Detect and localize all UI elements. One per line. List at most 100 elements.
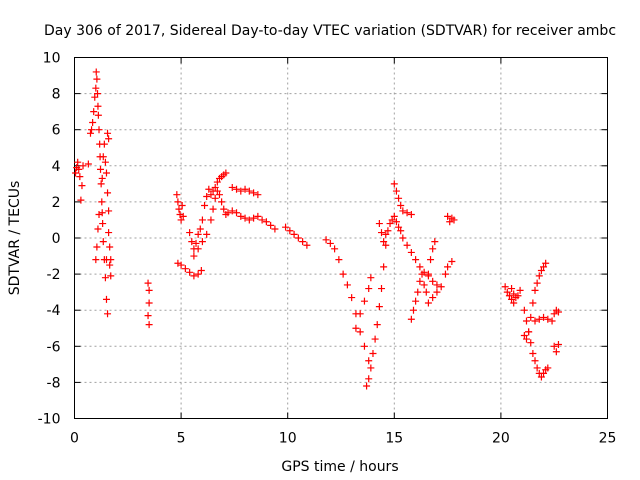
data-point xyxy=(94,111,102,119)
data-point xyxy=(433,288,441,296)
data-point xyxy=(412,297,420,305)
y-axis-title: SDTVAR / TECUs xyxy=(7,181,23,296)
data-point xyxy=(194,245,202,253)
data-point xyxy=(102,256,110,264)
data-point xyxy=(282,223,290,231)
data-point xyxy=(241,185,249,193)
data-point xyxy=(207,191,215,199)
data-point xyxy=(105,229,113,237)
data-point xyxy=(380,238,388,246)
data-point xyxy=(522,317,530,325)
data-point xyxy=(88,126,96,134)
data-point xyxy=(390,180,398,188)
data-point xyxy=(222,169,230,177)
data-point xyxy=(424,299,432,307)
data-point xyxy=(520,306,528,314)
data-point xyxy=(550,310,558,318)
data-point xyxy=(74,158,82,166)
data-point xyxy=(107,272,115,280)
data-point xyxy=(102,169,110,177)
x-tick-label: 0 xyxy=(70,431,79,447)
data-point xyxy=(409,306,417,314)
data-point xyxy=(535,272,543,280)
data-point xyxy=(215,191,223,199)
y-tick-label: -6 xyxy=(47,339,61,355)
data-point xyxy=(429,277,437,285)
data-point xyxy=(254,191,262,199)
data-point xyxy=(548,317,556,325)
data-point xyxy=(554,340,562,348)
data-point xyxy=(75,165,83,173)
data-point xyxy=(433,281,441,289)
data-point xyxy=(237,187,245,195)
data-point xyxy=(97,180,105,188)
data-point xyxy=(365,285,373,293)
data-point xyxy=(540,313,548,321)
data-point xyxy=(92,84,100,92)
data-point xyxy=(403,209,411,217)
data-point xyxy=(198,216,206,224)
data-point xyxy=(533,279,541,287)
data-point xyxy=(544,364,552,372)
data-point xyxy=(186,229,194,237)
data-point xyxy=(535,315,543,323)
data-point xyxy=(542,259,550,267)
data-point xyxy=(77,196,85,204)
data-point xyxy=(422,288,430,296)
y-tick-label: 0 xyxy=(52,231,61,247)
x-tick-label: 20 xyxy=(492,431,510,447)
data-point xyxy=(537,266,545,274)
data-point xyxy=(99,153,107,161)
y-tick-label: 8 xyxy=(52,87,61,103)
data-point xyxy=(508,295,516,303)
data-point xyxy=(378,285,386,293)
data-point xyxy=(371,335,379,343)
data-point xyxy=(213,187,221,195)
data-point xyxy=(343,281,351,289)
data-point xyxy=(105,135,113,143)
data-point xyxy=(299,238,307,246)
data-point xyxy=(92,256,100,264)
data-point xyxy=(250,214,258,222)
data-point xyxy=(527,313,535,321)
data-point xyxy=(392,187,400,195)
data-point xyxy=(99,238,107,246)
data-point xyxy=(429,245,437,253)
data-point xyxy=(335,256,343,264)
data-point xyxy=(93,243,101,251)
data-point xyxy=(271,225,279,233)
data-point xyxy=(224,209,232,217)
data-point xyxy=(429,294,437,302)
data-point xyxy=(529,299,537,307)
data-point xyxy=(106,243,114,251)
data-point xyxy=(322,236,330,244)
data-point xyxy=(177,216,185,224)
data-point xyxy=(179,212,187,220)
x-axis-title: GPS time / hours xyxy=(281,459,398,475)
data-point xyxy=(104,189,112,197)
data-point xyxy=(94,102,102,110)
data-point xyxy=(418,270,426,278)
data-point xyxy=(201,202,209,210)
data-point xyxy=(93,75,101,83)
y-tick-label: -8 xyxy=(47,375,61,391)
data-point xyxy=(286,227,294,235)
data-point xyxy=(211,183,219,191)
data-point xyxy=(365,357,373,365)
y-tick-label: 6 xyxy=(52,123,61,139)
data-point xyxy=(395,194,403,202)
data-point xyxy=(241,214,249,222)
data-point xyxy=(267,221,275,229)
data-point xyxy=(527,339,535,347)
y-tick-labels: -10 -8 -6 -4 -2 0 2 4 6 8 10 xyxy=(38,51,61,428)
data-point xyxy=(181,265,189,273)
data-point xyxy=(367,364,375,372)
x-tick-label: 15 xyxy=(385,431,403,447)
y-tick-label: 10 xyxy=(43,51,61,67)
data-point xyxy=(76,173,84,181)
data-point xyxy=(237,212,245,220)
data-point xyxy=(531,357,539,365)
data-point xyxy=(145,299,153,307)
data-point xyxy=(388,216,396,224)
grid xyxy=(74,57,608,419)
